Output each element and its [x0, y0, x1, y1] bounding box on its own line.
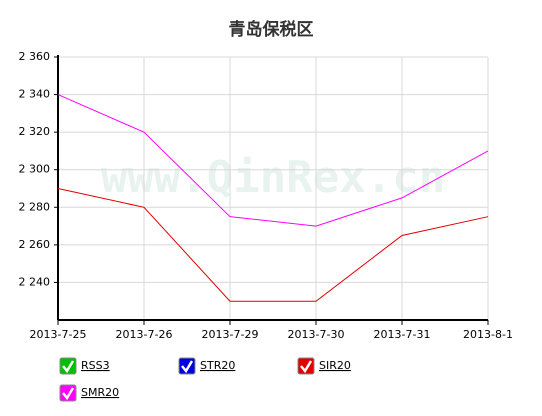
legend-check	[181, 360, 194, 374]
legend-label: SIR20	[319, 359, 351, 372]
y-tick-label: 2 240	[19, 275, 51, 288]
legend-check	[62, 387, 75, 401]
legend-label: RSS3	[81, 359, 110, 372]
x-tick-label: 2013-7-26	[116, 328, 173, 341]
legend-check	[62, 360, 75, 374]
legend-label: SMR20	[81, 386, 119, 399]
line	[57, 94, 489, 227]
x-tick-label: 2013-7-25	[30, 328, 87, 341]
y-tick-label: 2 300	[19, 163, 51, 176]
legend-label: STR20	[200, 359, 235, 372]
legend-item[interactable]: RSS3	[59, 357, 110, 375]
legend-check	[300, 360, 313, 374]
x-tick-label: 2013-7-31	[374, 328, 431, 341]
x-tick-label: 2013-8-1	[463, 328, 513, 341]
y-tick-label: 2 340	[19, 88, 51, 101]
x-tick-label: 2013-7-29	[202, 328, 259, 341]
legend-item[interactable]: STR20	[178, 357, 235, 375]
y-tick-label: 2 320	[19, 125, 51, 138]
legend-item[interactable]: SMR20	[59, 384, 119, 402]
legend-item[interactable]: SIR20	[297, 357, 351, 375]
chart-title: 青岛保税区	[229, 19, 314, 40]
line	[57, 188, 489, 302]
y-tick-label: 2 280	[19, 200, 51, 213]
y-tick-label: 2 360	[19, 50, 51, 63]
watermark: www.QinRex.cn	[101, 152, 445, 203]
y-tick-label: 2 260	[19, 238, 51, 251]
x-tick-label: 2013-7-30	[288, 328, 345, 341]
